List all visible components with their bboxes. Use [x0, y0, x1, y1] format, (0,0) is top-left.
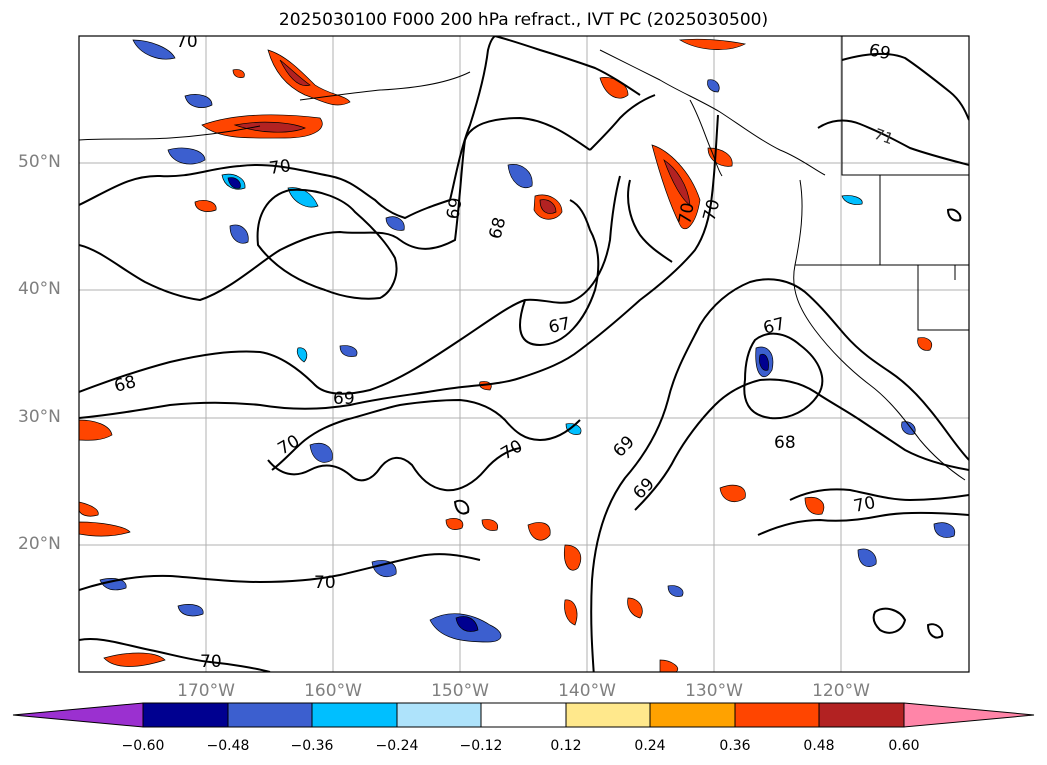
warm-blob — [194, 200, 217, 212]
colorbar-tick-label: 0.60 — [888, 738, 920, 754]
warm-blob — [233, 121, 306, 133]
warm-blob — [445, 518, 464, 530]
warm-blob — [79, 521, 131, 537]
cool-blob — [296, 347, 308, 363]
warm-blob — [267, 49, 351, 106]
cool-blob — [901, 421, 916, 435]
contour-label: 69 — [333, 389, 355, 409]
warm-blob — [279, 59, 311, 86]
warm-blob — [719, 484, 746, 502]
cool-blob — [707, 79, 720, 93]
cool-blob — [309, 442, 333, 463]
contour-label: 70 — [852, 493, 877, 517]
coastlines — [79, 36, 969, 481]
warm-blob — [79, 419, 113, 441]
lat-tick-label: 40°N — [18, 279, 61, 299]
cool-blob — [841, 195, 863, 205]
warm-blob — [678, 38, 747, 50]
colorbar-tick-label: 0.36 — [719, 738, 751, 754]
cool-blob — [229, 224, 249, 244]
cool-blob — [371, 560, 397, 577]
map-frame — [78, 35, 970, 673]
cool-blob — [227, 177, 241, 189]
colorbar-tick-label: −0.24 — [375, 738, 419, 754]
contour-label: 70 — [268, 156, 292, 179]
warm-blob — [564, 599, 578, 626]
warm-blob — [707, 147, 733, 167]
contour-label: 70 — [314, 573, 336, 593]
colorbar-tick-label: 0.48 — [803, 738, 835, 754]
warm-blob — [79, 501, 99, 517]
warm-blob — [232, 69, 245, 78]
contour-label: 70 — [200, 652, 222, 672]
map-title: 2025030100 F000 200 hPa refract., IVT PC… — [278, 10, 769, 30]
cool-blob — [385, 216, 405, 231]
contour-label: 70 — [675, 201, 698, 226]
cool-blob — [177, 604, 204, 617]
cool-blob — [933, 522, 956, 538]
cool-blob — [99, 578, 127, 591]
lon-tick-label: 170°W — [177, 681, 235, 701]
colorbar-tick-label: 0.24 — [634, 738, 666, 754]
cool-blob — [759, 354, 769, 371]
lat-tick-label: 30°N — [18, 407, 61, 427]
warm-blob — [481, 519, 498, 531]
contour-label: 71 — [872, 125, 896, 148]
cool-blob — [184, 94, 213, 108]
cool-blob — [507, 164, 533, 188]
cool-blob — [455, 616, 479, 632]
cool-blob — [339, 345, 358, 357]
colorbar-tick-label: −0.12 — [459, 738, 503, 754]
lat-tick-label: 20°N — [18, 534, 61, 554]
contour-label: 68 — [774, 433, 796, 453]
contour-label: 70 — [176, 32, 198, 52]
contour-label: 69 — [867, 40, 892, 64]
warm-blob — [804, 496, 825, 515]
warm-blob — [564, 544, 582, 571]
colorbar-tick-label: −0.36 — [290, 738, 334, 754]
cool-blob — [287, 187, 319, 208]
negative-anomaly-blobs — [99, 39, 956, 643]
refractivity-contours — [79, 36, 969, 672]
contour-label: 67 — [547, 314, 572, 338]
cool-blob — [857, 548, 877, 567]
warm-blob — [659, 659, 679, 672]
colorbar-tick-label: −0.60 — [121, 738, 165, 754]
lon-tick-label: 150°W — [431, 681, 489, 701]
warm-blob — [539, 199, 557, 214]
warm-blob — [527, 522, 551, 541]
colorbar-tick-label: 0.12 — [550, 738, 582, 754]
gridlines — [79, 36, 969, 672]
positive-anomaly-blobs — [79, 38, 932, 672]
warm-blob — [103, 652, 166, 667]
colorbar-tick-label: −0.48 — [206, 738, 250, 754]
cool-blob — [167, 147, 206, 165]
lon-tick-label: 140°W — [558, 681, 616, 701]
lon-tick-label: 130°W — [685, 681, 743, 701]
warm-blob — [917, 337, 932, 351]
warm-blob — [663, 159, 691, 206]
cool-blob — [132, 39, 176, 60]
lon-tick-label: 120°W — [812, 681, 870, 701]
warm-blob — [627, 597, 643, 619]
lon-tick-label: 160°W — [304, 681, 362, 701]
colorbar — [12, 702, 1035, 728]
contour-label: 69 — [443, 196, 466, 221]
cool-blob — [667, 585, 684, 597]
lat-tick-label: 50°N — [18, 152, 61, 172]
